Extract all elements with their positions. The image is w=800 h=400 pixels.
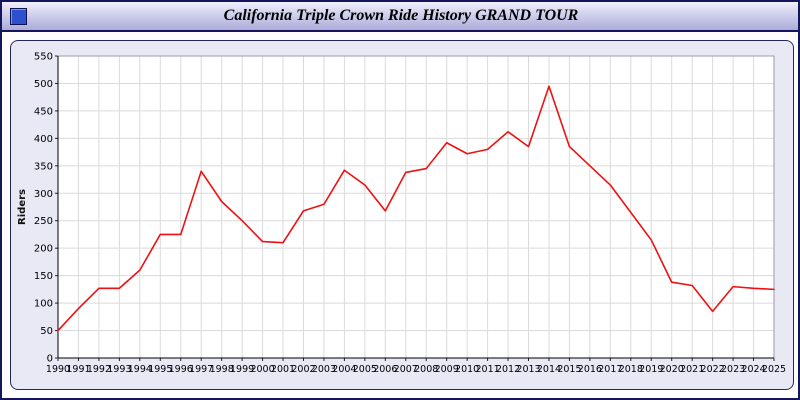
x-tick-label: 2020 bbox=[660, 364, 684, 375]
x-tick-label: 2022 bbox=[701, 364, 725, 375]
x-tick-label: 2008 bbox=[414, 364, 438, 375]
x-tick-label: 1996 bbox=[169, 364, 193, 375]
x-tick-label: 2018 bbox=[619, 364, 643, 375]
x-tick-label: 1992 bbox=[87, 364, 111, 375]
x-tick-label: 2001 bbox=[271, 364, 295, 375]
x-tick-label: 1997 bbox=[189, 364, 213, 375]
y-tick-label: 0 bbox=[47, 354, 53, 365]
chart-panel: Riders 0 50 100 150 200 250 300 350 400 450 500 550… bbox=[10, 40, 794, 390]
x-tick-label: 2009 bbox=[435, 364, 459, 375]
x-tick-label: 2024 bbox=[741, 364, 765, 375]
x-tick-label: 2007 bbox=[394, 364, 418, 375]
x-tick-label: 1998 bbox=[210, 364, 234, 375]
y-tick-label: 500 bbox=[34, 79, 53, 90]
x-tick-label: 2002 bbox=[291, 364, 315, 375]
x-tick-label: 2019 bbox=[639, 364, 663, 375]
x-tick-label: 2003 bbox=[312, 364, 336, 375]
x-tick-label: 2014 bbox=[537, 364, 561, 375]
x-tick-label: 2000 bbox=[250, 364, 274, 375]
y-tick-label: 450 bbox=[34, 106, 53, 117]
y-tick-label: 350 bbox=[34, 161, 53, 172]
x-tick-label: 2012 bbox=[496, 364, 520, 375]
plot-area bbox=[58, 56, 774, 358]
y-tick-label: 400 bbox=[34, 134, 53, 145]
x-tick-label: 2011 bbox=[476, 364, 500, 375]
x-tick-label: 2025 bbox=[762, 364, 786, 375]
y-tick-label: 50 bbox=[40, 326, 53, 337]
y-tick-label: 550 bbox=[34, 52, 53, 63]
x-tick-label: 2005 bbox=[353, 364, 377, 375]
riders-line bbox=[57, 85, 775, 332]
x-tick-label: 1993 bbox=[107, 364, 131, 375]
window-icon bbox=[10, 7, 27, 25]
x-tick-label: 2015 bbox=[557, 364, 581, 375]
x-tick-label: 1994 bbox=[128, 364, 152, 375]
x-tick-label: 2006 bbox=[373, 364, 397, 375]
window-title: California Triple Crown Ride History GRA… bbox=[223, 7, 579, 24]
ride-history-chart: Riders 0 50 100 150 200 250 300 350 400 450 500 550… bbox=[17, 52, 786, 376]
x-tick-label: 1990 bbox=[46, 364, 70, 375]
y-tick-label: 100 bbox=[34, 299, 53, 310]
x-tick-label: 1995 bbox=[148, 364, 172, 375]
x-tick-label: 2021 bbox=[680, 364, 704, 375]
y-tick-label: 300 bbox=[34, 189, 53, 200]
x-tick-label: 1999 bbox=[230, 364, 254, 375]
x-tick-label: 2016 bbox=[578, 364, 602, 375]
y-tick-label: 250 bbox=[34, 216, 53, 227]
x-tick-label: 2013 bbox=[516, 364, 540, 375]
x-tick-label: 2023 bbox=[721, 364, 745, 375]
x-tick-label: 2010 bbox=[455, 364, 479, 375]
y-tick-label: 200 bbox=[34, 244, 53, 255]
title-bar: California Triple Crown Ride History GRA… bbox=[2, 2, 798, 32]
x-tick-label: 2017 bbox=[598, 364, 622, 375]
y-tick-label: 150 bbox=[34, 271, 53, 282]
x-tick-label: 2004 bbox=[332, 364, 356, 375]
y-axis-title: Riders bbox=[17, 189, 28, 225]
x-tick-label: 1991 bbox=[66, 364, 90, 375]
